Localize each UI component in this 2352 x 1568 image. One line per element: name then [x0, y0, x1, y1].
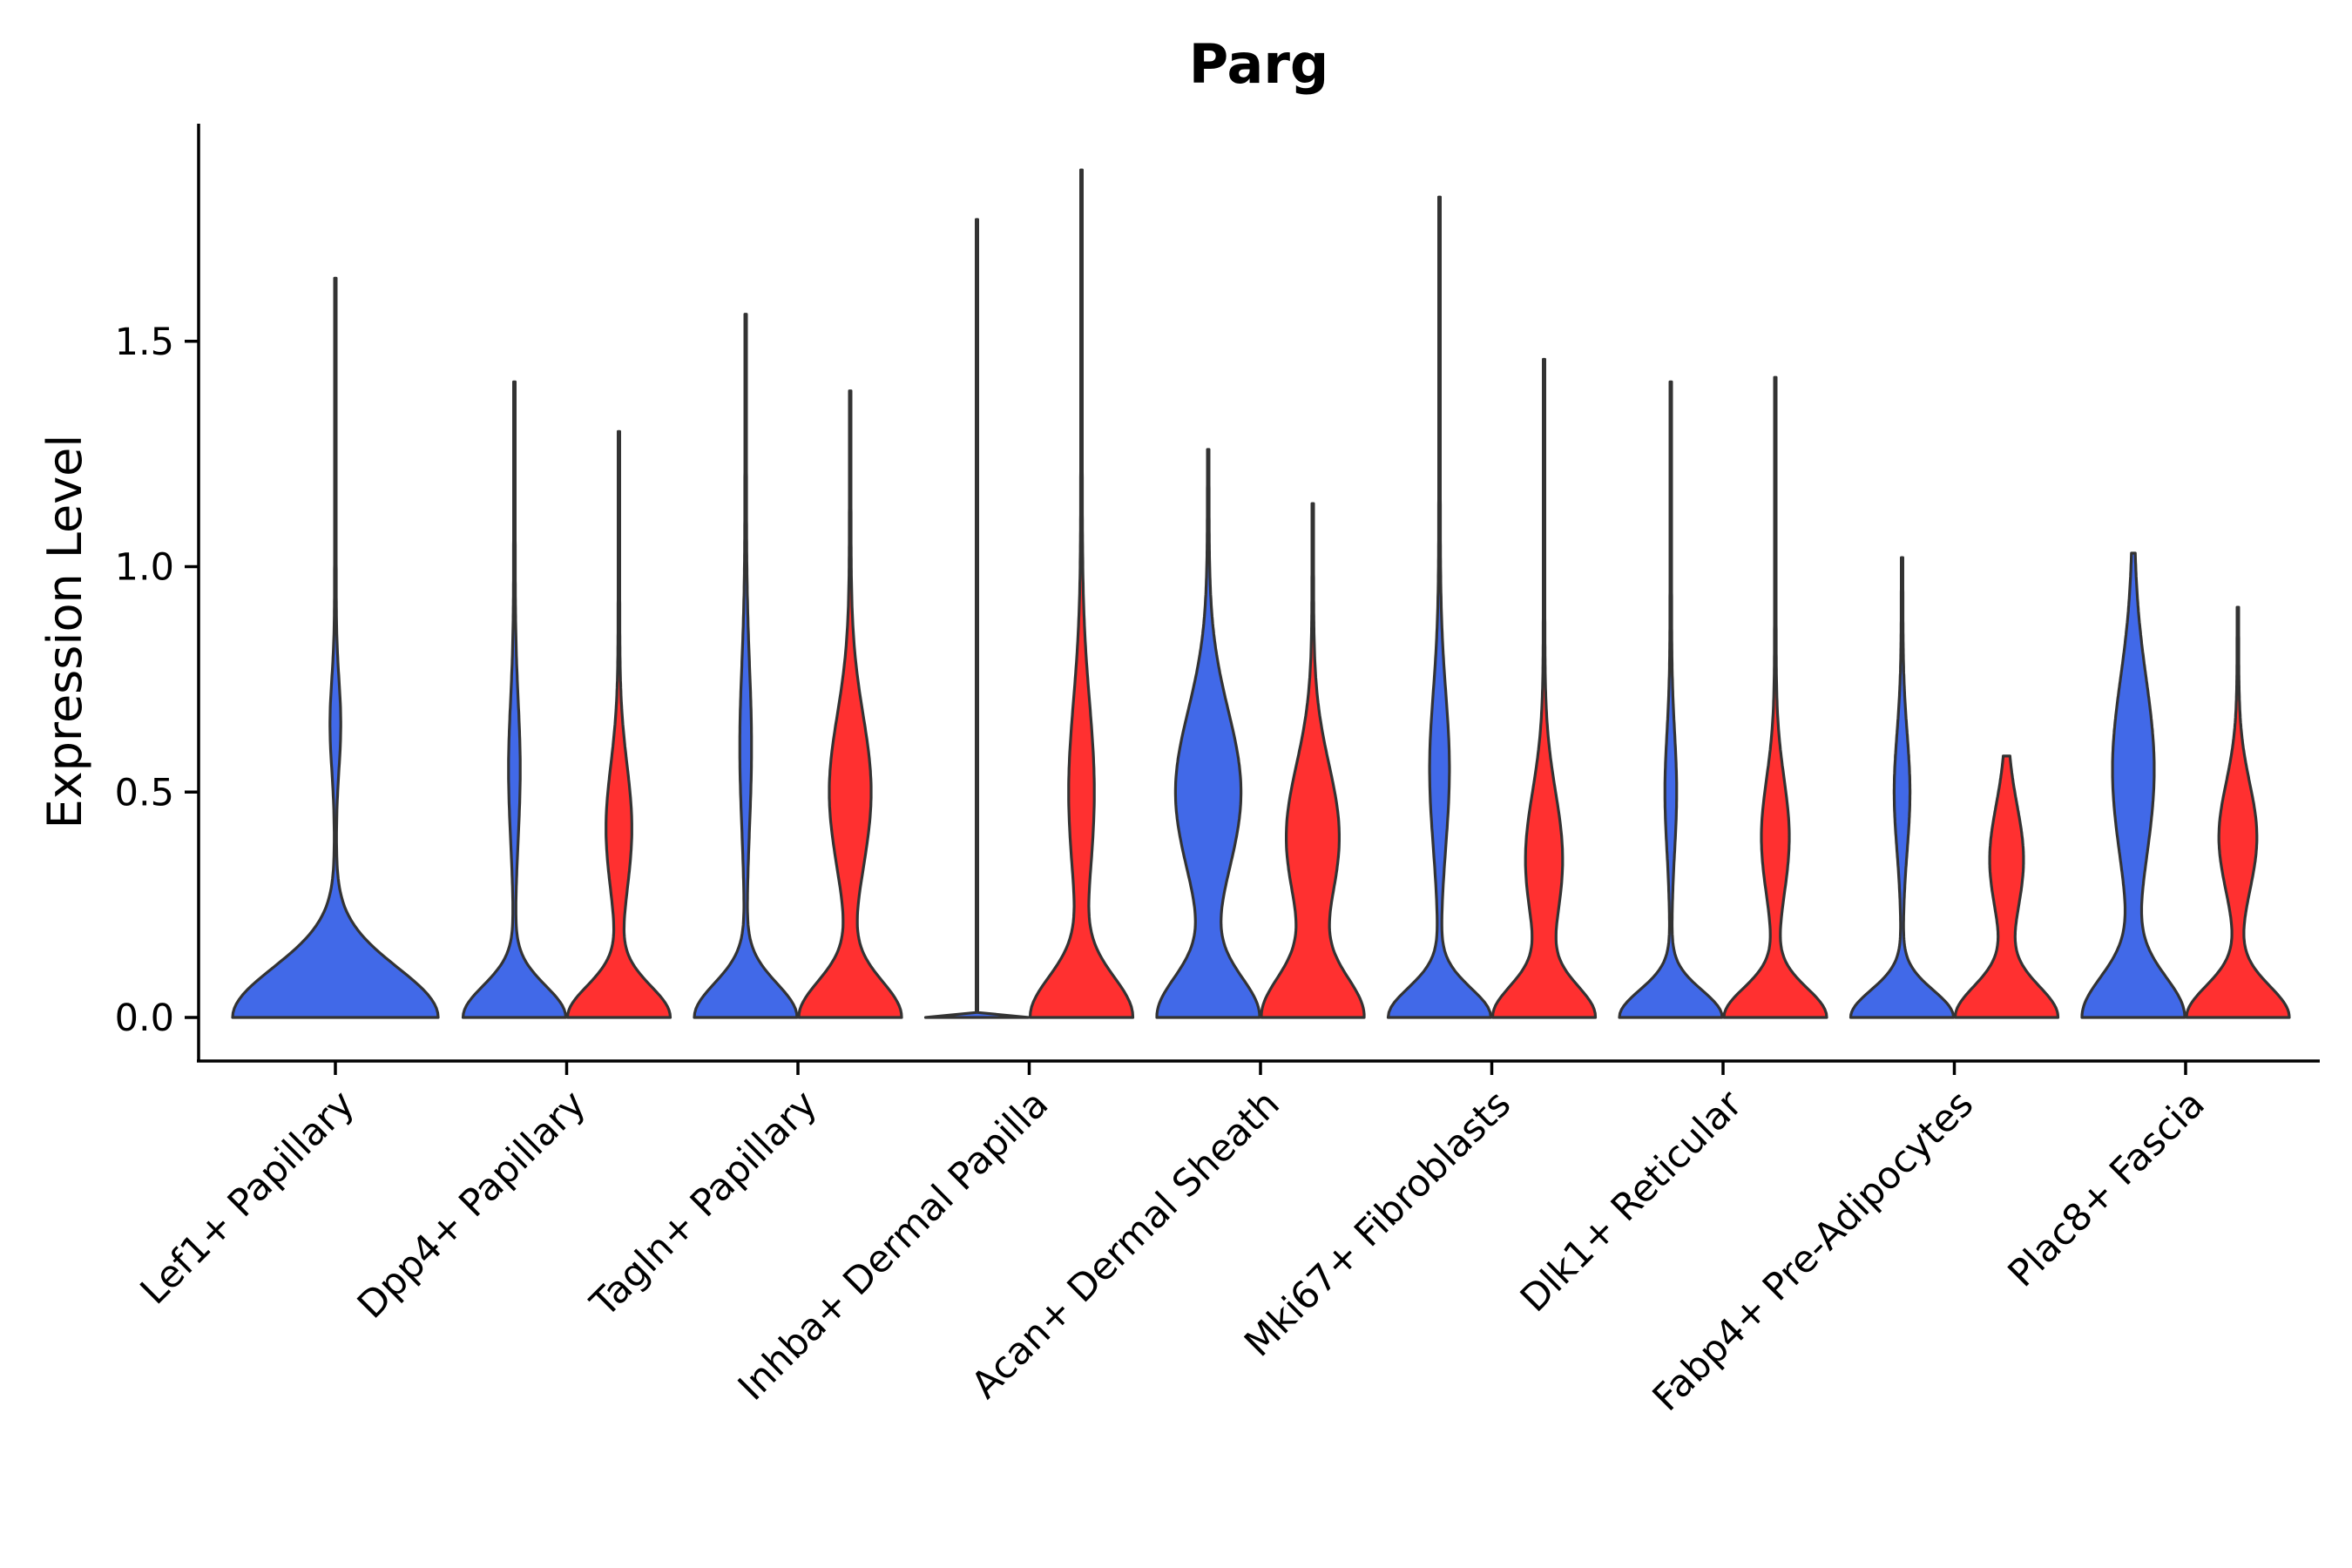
- violin-group2: [797, 389, 903, 1019]
- violin-group1: [923, 218, 1031, 1019]
- x-tick-label: Dlk1+ Reticular: [1512, 1082, 1751, 1321]
- violin-group1: [1618, 380, 1724, 1019]
- violin-group2: [565, 429, 672, 1019]
- y-tick-label: 0.0: [115, 997, 174, 1040]
- violin-group2: [2185, 605, 2291, 1019]
- x-tick-label: Mki67+ Fibroblasts: [1236, 1082, 1519, 1365]
- violin-group1: [231, 276, 440, 1019]
- y-ticks-group: 0.0 0.5 1.0 1.5: [115, 321, 199, 1040]
- y-tick-label: 1.5: [115, 321, 174, 364]
- violin-group2: [1722, 375, 1828, 1019]
- y-tick-label: 0.5: [115, 771, 174, 814]
- violin-group1: [1386, 195, 1493, 1019]
- x-tick-label: Dpp4+ Papillary: [349, 1082, 594, 1327]
- x-tick-label: Lef1+ Papillary: [132, 1082, 363, 1313]
- violin-group1: [1848, 556, 1956, 1019]
- violin-group1: [2080, 551, 2186, 1019]
- violin-group1: [1155, 448, 1261, 1019]
- violin-group1: [693, 313, 799, 1019]
- violin-group1: [461, 380, 568, 1019]
- chart-title: Parg: [1189, 32, 1329, 96]
- violins-group: [231, 168, 2291, 1019]
- y-axis-label: Expression Level: [37, 435, 92, 829]
- violin-group2: [1028, 168, 1135, 1019]
- violin-group2: [1953, 754, 2060, 1019]
- y-tick-label: 1.0: [115, 546, 174, 590]
- x-tick-label: Plac8+ Fascia: [2000, 1082, 2213, 1295]
- x-tick-label: Tagln+ Papillary: [582, 1082, 826, 1326]
- violin-group2: [1490, 357, 1598, 1019]
- violin-group2: [1260, 502, 1366, 1019]
